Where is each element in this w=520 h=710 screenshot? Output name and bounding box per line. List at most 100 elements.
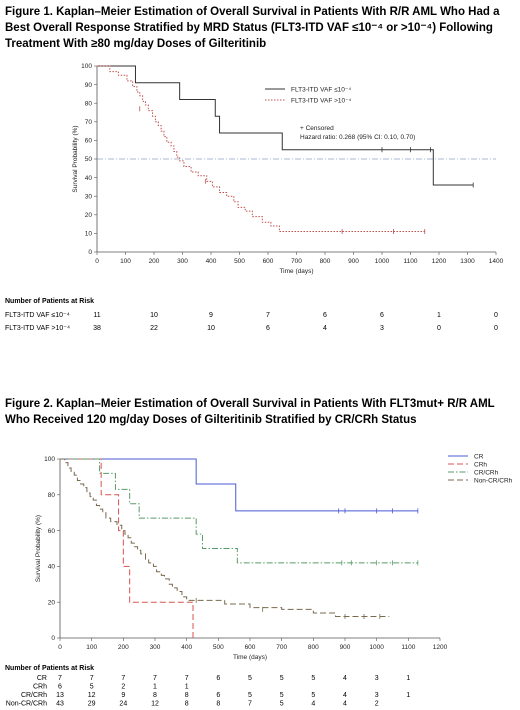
risk-cell-value: 5 (248, 692, 252, 699)
y-axis-label: Survival Probability (%) (35, 515, 42, 582)
chart-annotation: + Censored (300, 125, 334, 132)
x-tick-label: 500 (234, 258, 245, 265)
y-tick-label: 20 (85, 212, 93, 219)
x-tick-label: 1400 (489, 258, 504, 265)
risk-cell-value: 2 (375, 701, 379, 708)
risk-cell-value: 24 (119, 701, 127, 708)
risk-cell-value: 6 (216, 675, 220, 682)
chart-annotation: Hazard ratio: 0.268 (95% CI: 0.10, 0.70) (300, 134, 415, 141)
legend-label: Non-CR/CRh (474, 477, 513, 484)
risk-cell-value: 0 (437, 325, 441, 332)
km-curve-series-2 (60, 458, 194, 638)
risk-cell-value: 7 (266, 312, 270, 319)
risk-cell-value: 38 (93, 325, 101, 332)
x-tick-label: 400 (206, 258, 217, 265)
x-tick-label: 700 (291, 258, 302, 265)
risk-cell-value: 1 (406, 692, 410, 699)
risk-cell-value: 7 (90, 675, 94, 682)
x-tick-label: 0 (95, 258, 99, 265)
x-tick-label: 300 (177, 258, 188, 265)
risk-cell-value: 0 (494, 325, 498, 332)
km-curve-series-1 (60, 458, 418, 512)
y-tick-label: 40 (48, 564, 56, 571)
risk-cell-value: 4 (343, 692, 347, 699)
risk-cell-value: 7 (121, 675, 125, 682)
x-tick-label: 1100 (401, 644, 415, 651)
x-tick-label: 800 (320, 258, 331, 265)
legend-label: CR (474, 453, 484, 460)
risk-cell-value: 5 (311, 675, 315, 682)
risk-cell-value: 1 (437, 312, 441, 319)
risk-cell-value: 5 (280, 675, 284, 682)
risk-cell-value: 3 (375, 675, 379, 682)
risk-cell-value: 5 (311, 692, 315, 699)
km-curve-series-2 (97, 65, 427, 233)
risk-cell-value: 43 (56, 701, 64, 708)
x-tick-label: 1200 (432, 258, 447, 265)
y-tick-label: 90 (85, 82, 93, 89)
x-tick-label: 900 (348, 258, 359, 265)
legend-label: FLT3-ITD VAF ≤10⁻⁴ (291, 86, 351, 93)
risk-table-title: Number of Patients at Risk (5, 298, 94, 305)
x-tick-label: 200 (149, 258, 160, 265)
legend-label: CR/CRh (474, 469, 499, 476)
x-tick-label: 200 (118, 644, 129, 651)
y-tick-label: 80 (85, 100, 93, 107)
risk-cell-value: 6 (380, 312, 384, 319)
x-axis-label: Time (days) (233, 654, 267, 661)
risk-cell-value: 6 (323, 312, 327, 319)
x-tick-label: 1000 (369, 644, 384, 651)
y-tick-label: 20 (48, 599, 56, 606)
risk-row-label: CR/CRh (21, 692, 47, 699)
risk-cell-value: 5 (90, 684, 94, 691)
y-tick-label: 0 (51, 635, 55, 642)
y-tick-label: 50 (85, 156, 93, 163)
y-tick-label: 30 (85, 193, 93, 200)
risk-cell-value: 8 (185, 692, 189, 699)
risk-cell-value: 7 (185, 675, 189, 682)
risk-cell-value: 4 (343, 675, 347, 682)
risk-cell-value: 9 (121, 692, 125, 699)
risk-cell-value: 7 (153, 675, 157, 682)
y-tick-label: 100 (81, 63, 92, 70)
legend-label: FLT3-ITD VAF >10⁻⁴ (291, 97, 352, 104)
y-tick-label: 40 (85, 175, 93, 182)
legend-label: CRh (474, 461, 487, 468)
x-tick-label: 1300 (460, 258, 475, 265)
x-tick-label: 800 (308, 644, 319, 651)
x-tick-label: 300 (150, 644, 161, 651)
x-tick-label: 600 (245, 644, 256, 651)
x-tick-label: 500 (213, 644, 224, 651)
x-tick-label: 1000 (375, 258, 390, 265)
figure-1-title: Figure 1. Kaplan–Meier Estimation of Ove… (5, 6, 500, 50)
risk-cell-value: 2 (121, 684, 125, 691)
risk-cell-value: 5 (280, 692, 284, 699)
x-tick-label: 100 (120, 258, 131, 265)
risk-cell-value: 10 (207, 325, 215, 332)
risk-cell-value: 0 (494, 312, 498, 319)
risk-cell-value: 4 (343, 701, 347, 708)
risk-cell-value: 4 (311, 701, 315, 708)
y-tick-label: 10 (85, 231, 93, 238)
risk-cell-value: 29 (88, 701, 96, 708)
km-curve-series-4 (60, 458, 390, 618)
risk-cell-value: 8 (153, 692, 157, 699)
risk-table-title: Number of Patients at Risk (5, 665, 94, 672)
x-tick-label: 1200 (433, 644, 448, 651)
x-tick-label: 900 (340, 644, 351, 651)
risk-cell-value: 11 (93, 312, 100, 319)
x-tick-label: 0 (58, 644, 62, 651)
y-tick-label: 0 (88, 249, 92, 256)
risk-cell-value: 4 (323, 325, 327, 332)
km-curve-series-1 (97, 65, 474, 186)
risk-cell-value: 1 (185, 684, 189, 691)
x-tick-label: 400 (181, 644, 192, 651)
risk-cell-value: 8 (185, 701, 189, 708)
x-axis-label: Time (days) (279, 268, 313, 275)
risk-cell-value: 8 (216, 701, 220, 708)
risk-cell-value: 13 (56, 692, 64, 699)
risk-cell-value: 9 (209, 312, 213, 319)
risk-cell-value: 22 (150, 325, 158, 332)
